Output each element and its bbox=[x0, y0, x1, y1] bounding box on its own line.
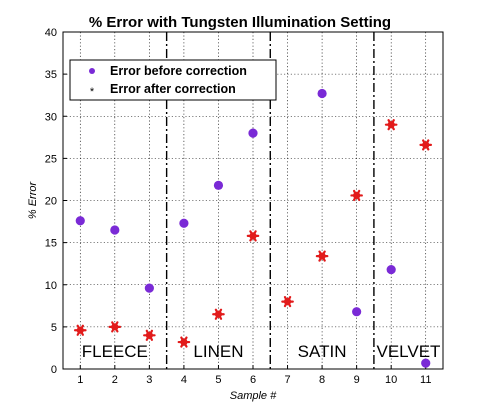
point-after-correction bbox=[108, 321, 122, 333]
star-core bbox=[422, 141, 430, 149]
y-tick-label: 35 bbox=[45, 69, 57, 81]
x-tick-label: 1 bbox=[77, 374, 83, 386]
y-tick-label: 40 bbox=[45, 27, 57, 39]
x-axis-label: Sample # bbox=[230, 390, 277, 402]
star-core bbox=[76, 326, 84, 334]
point-after-correction bbox=[212, 308, 225, 320]
star-core bbox=[214, 310, 223, 318]
star-core bbox=[283, 298, 292, 306]
region-label: SATIN bbox=[298, 342, 347, 361]
legend-label-after: Error after correction bbox=[110, 82, 236, 96]
legend-marker-before bbox=[89, 68, 95, 74]
star-core bbox=[318, 252, 326, 260]
region-label: LINEN bbox=[193, 342, 243, 361]
point-before-correction bbox=[110, 225, 120, 235]
point-before-correction bbox=[213, 180, 224, 190]
x-tick-label: 2 bbox=[112, 374, 118, 386]
point-before-correction bbox=[179, 218, 189, 228]
y-tick-label: 15 bbox=[45, 238, 57, 250]
point-after-correction bbox=[177, 336, 191, 348]
legend: Error before correction * Error after co… bbox=[69, 59, 277, 101]
point-before-correction bbox=[248, 128, 258, 138]
point-after-correction bbox=[143, 329, 156, 341]
y-axis-label: % Error bbox=[27, 181, 39, 220]
point-after-correction bbox=[73, 324, 87, 336]
point-after-correction bbox=[350, 189, 363, 202]
x-tick-label: 3 bbox=[146, 374, 152, 386]
data-points bbox=[73, 88, 433, 368]
legend-marker-after: * bbox=[90, 86, 95, 98]
x-tick-label: 5 bbox=[215, 374, 221, 386]
x-tick-label: 7 bbox=[284, 374, 290, 386]
y-tick-label: 0 bbox=[51, 364, 57, 376]
star-core bbox=[111, 323, 119, 331]
point-before-correction bbox=[317, 88, 327, 99]
y-tick-label: 10 bbox=[45, 280, 57, 292]
star-core bbox=[353, 191, 361, 200]
legend-box bbox=[69, 59, 277, 101]
legend-label-before: Error before correction bbox=[110, 64, 247, 78]
region-labels: FLEECE LINEN SATIN VELVET bbox=[82, 342, 441, 361]
point-before-correction bbox=[352, 307, 362, 317]
star-core bbox=[249, 232, 257, 240]
point-after-correction bbox=[384, 119, 398, 131]
star-core bbox=[145, 331, 153, 339]
point-after-correction bbox=[315, 250, 329, 262]
x-tick-label: 4 bbox=[181, 374, 187, 386]
star-core bbox=[180, 338, 188, 346]
x-tick-label: 10 bbox=[385, 374, 397, 386]
point-after-correction bbox=[281, 295, 294, 308]
y-tick-label: 5 bbox=[51, 322, 57, 334]
point-before-correction bbox=[75, 216, 85, 226]
y-tick-label: 20 bbox=[45, 196, 57, 208]
chart-title: % Error with Tungsten Illumination Setti… bbox=[89, 14, 391, 31]
point-before-correction bbox=[386, 264, 396, 275]
point-after-correction bbox=[419, 139, 433, 151]
axis-ticks: 0 5 10 15 20 25 30 35 40 1 2 3 4 5 6 7 8 9 10 11 bbox=[45, 27, 432, 386]
region-label: VELVET bbox=[376, 342, 440, 361]
point-before-correction bbox=[421, 358, 431, 368]
y-tick-label: 30 bbox=[45, 111, 57, 123]
star-core bbox=[387, 121, 395, 129]
x-tick-label: 11 bbox=[420, 374, 431, 386]
x-tick-label: 9 bbox=[354, 374, 360, 386]
point-after-correction bbox=[246, 230, 260, 242]
y-tick-label: 25 bbox=[45, 153, 57, 165]
point-before-correction bbox=[144, 283, 154, 293]
x-tick-label: 6 bbox=[250, 374, 256, 386]
x-tick-label: 8 bbox=[319, 374, 325, 386]
region-label: FLEECE bbox=[82, 342, 148, 361]
